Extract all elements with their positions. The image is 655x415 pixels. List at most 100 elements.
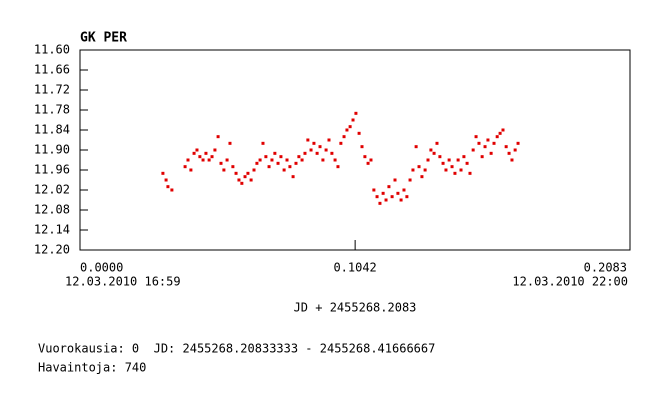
data-point <box>207 158 211 162</box>
data-point <box>429 148 433 152</box>
y-tick-label: 11.60 <box>34 43 70 57</box>
data-point <box>348 125 352 129</box>
data-point <box>183 165 187 169</box>
data-point <box>357 131 361 135</box>
data-point <box>405 195 409 199</box>
data-point <box>330 151 334 155</box>
y-tick-label: 12.20 <box>34 243 70 257</box>
data-point <box>315 151 319 155</box>
data-point <box>504 145 508 149</box>
data-point <box>309 148 313 152</box>
data-point <box>170 188 174 192</box>
data-point <box>450 165 454 169</box>
data-point <box>393 178 397 182</box>
data-point <box>204 151 208 155</box>
data-point <box>246 171 250 175</box>
data-point <box>321 158 325 162</box>
data-point <box>234 171 238 175</box>
data-point <box>213 148 217 152</box>
data-point <box>426 158 430 162</box>
y-tick-label: 11.66 <box>34 63 70 77</box>
data-point <box>507 151 511 155</box>
data-point <box>381 191 385 195</box>
data-point <box>249 178 253 182</box>
data-point <box>441 161 445 165</box>
data-point <box>267 165 271 169</box>
data-point <box>312 141 316 145</box>
data-point <box>366 161 370 165</box>
data-point <box>486 138 490 142</box>
y-tick-label: 11.90 <box>34 143 70 157</box>
data-point <box>438 155 442 159</box>
data-point <box>270 158 274 162</box>
data-point <box>459 168 463 172</box>
data-point <box>225 158 229 162</box>
footer-line: Vuorokausia: 0 JD: 2455268.20833333 - 24… <box>38 342 435 356</box>
data-point <box>243 175 247 179</box>
data-point <box>201 158 205 162</box>
data-point <box>411 168 415 172</box>
data-point <box>408 178 412 182</box>
data-point <box>306 138 310 142</box>
data-point <box>339 141 343 145</box>
data-point <box>273 151 277 155</box>
data-point <box>396 191 400 195</box>
data-point <box>276 161 280 165</box>
data-point <box>351 118 355 122</box>
data-point <box>513 148 517 152</box>
data-point <box>417 165 421 169</box>
y-tick-label: 11.72 <box>34 83 70 97</box>
data-point <box>240 181 244 185</box>
data-point <box>228 141 232 145</box>
data-point <box>510 158 514 162</box>
data-point <box>161 171 165 175</box>
x-date-label: 12.03.2010 16:59 <box>65 275 181 289</box>
data-point <box>495 135 499 139</box>
data-point <box>384 198 388 202</box>
data-point <box>492 141 496 145</box>
data-point <box>222 168 226 172</box>
data-point <box>468 171 472 175</box>
data-point <box>471 148 475 152</box>
data-point <box>166 185 170 189</box>
data-point <box>164 178 168 182</box>
data-point <box>483 145 487 149</box>
data-point <box>480 155 484 159</box>
data-point <box>261 141 265 145</box>
data-point <box>324 148 328 152</box>
data-point <box>354 111 358 115</box>
data-point <box>435 141 439 145</box>
data-point <box>291 175 295 179</box>
footer-line: Havaintoja: 740 <box>38 361 146 375</box>
data-point <box>192 151 196 155</box>
data-point <box>198 155 202 159</box>
chart-title: GK PER <box>80 31 127 46</box>
y-tick-label: 12.14 <box>34 223 70 237</box>
data-point <box>369 158 373 162</box>
data-point <box>255 161 259 165</box>
y-tick-label: 11.84 <box>34 123 70 137</box>
data-point <box>516 141 520 145</box>
data-point <box>447 158 451 162</box>
data-point <box>327 138 331 142</box>
data-point <box>288 165 292 169</box>
data-point <box>414 145 418 149</box>
data-point <box>387 185 391 189</box>
data-point <box>489 151 493 155</box>
data-point <box>303 151 307 155</box>
data-point <box>432 151 436 155</box>
y-tick-label: 12.02 <box>34 183 70 197</box>
data-point <box>501 128 505 132</box>
data-point <box>372 188 376 192</box>
data-point <box>453 171 457 175</box>
data-point <box>219 161 223 165</box>
y-tick-label: 12.08 <box>34 203 70 217</box>
data-point <box>252 168 256 172</box>
y-tick-label: 11.96 <box>34 163 70 177</box>
data-point <box>216 135 220 139</box>
data-point <box>399 198 403 202</box>
data-point <box>423 168 427 172</box>
data-point <box>186 158 190 162</box>
data-point <box>360 145 364 149</box>
